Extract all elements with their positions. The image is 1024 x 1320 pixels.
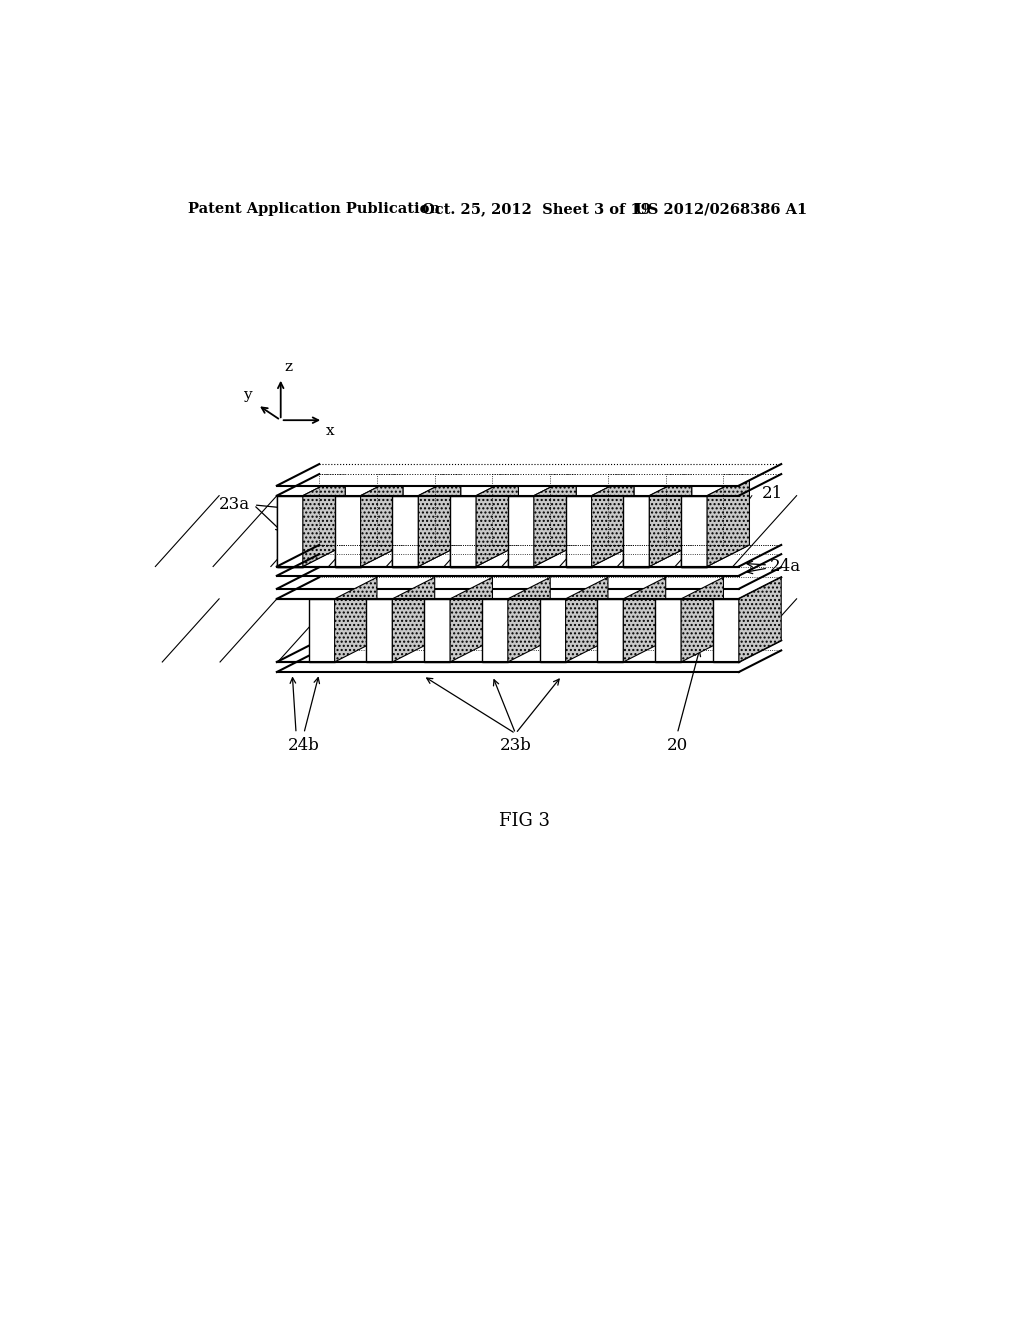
Text: 24b: 24b xyxy=(288,738,319,755)
Polygon shape xyxy=(534,474,577,566)
Polygon shape xyxy=(681,496,708,566)
Polygon shape xyxy=(592,474,634,566)
Polygon shape xyxy=(335,496,360,566)
Polygon shape xyxy=(540,599,565,663)
Text: 22: 22 xyxy=(762,587,783,605)
Polygon shape xyxy=(367,599,392,663)
Polygon shape xyxy=(303,474,345,566)
Polygon shape xyxy=(335,577,377,663)
Polygon shape xyxy=(565,577,608,663)
Polygon shape xyxy=(565,496,592,566)
Text: x: x xyxy=(326,424,334,438)
Polygon shape xyxy=(681,577,724,663)
Polygon shape xyxy=(419,474,461,566)
Text: 20: 20 xyxy=(667,738,688,755)
Text: Oct. 25, 2012  Sheet 3 of 19: Oct. 25, 2012 Sheet 3 of 19 xyxy=(422,202,650,216)
Polygon shape xyxy=(303,474,345,566)
Text: 23a: 23a xyxy=(219,496,250,513)
Text: Patent Application Publication: Patent Application Publication xyxy=(188,202,440,216)
Text: 21: 21 xyxy=(762,484,783,502)
Polygon shape xyxy=(392,496,419,566)
Polygon shape xyxy=(392,496,419,566)
Polygon shape xyxy=(360,474,403,566)
Polygon shape xyxy=(276,496,303,566)
Polygon shape xyxy=(649,474,691,566)
Polygon shape xyxy=(624,577,666,663)
Text: 23b: 23b xyxy=(500,738,531,755)
Polygon shape xyxy=(276,496,303,566)
Text: US 2012/0268386 A1: US 2012/0268386 A1 xyxy=(635,202,807,216)
Text: y: y xyxy=(243,388,252,401)
Polygon shape xyxy=(276,465,781,486)
Polygon shape xyxy=(708,474,750,566)
Polygon shape xyxy=(451,577,493,663)
Polygon shape xyxy=(681,496,708,566)
Polygon shape xyxy=(565,496,592,566)
Polygon shape xyxy=(451,496,476,566)
Polygon shape xyxy=(508,496,534,566)
Polygon shape xyxy=(419,474,461,566)
Text: z: z xyxy=(285,360,293,374)
Polygon shape xyxy=(308,599,335,663)
Polygon shape xyxy=(649,474,691,566)
Polygon shape xyxy=(476,474,518,566)
Polygon shape xyxy=(708,474,750,566)
Polygon shape xyxy=(655,599,681,663)
Polygon shape xyxy=(451,496,476,566)
Text: 24a: 24a xyxy=(770,558,801,576)
Polygon shape xyxy=(424,599,451,663)
Polygon shape xyxy=(360,474,403,566)
Polygon shape xyxy=(713,599,739,663)
Polygon shape xyxy=(534,474,577,566)
Text: FIG 3: FIG 3 xyxy=(500,812,550,829)
Polygon shape xyxy=(335,496,360,566)
Polygon shape xyxy=(592,474,634,566)
Polygon shape xyxy=(624,496,649,566)
Polygon shape xyxy=(739,577,781,663)
Polygon shape xyxy=(597,599,624,663)
Polygon shape xyxy=(508,577,550,663)
Polygon shape xyxy=(476,474,518,566)
Polygon shape xyxy=(508,496,534,566)
Polygon shape xyxy=(624,496,649,566)
Polygon shape xyxy=(392,577,435,663)
Polygon shape xyxy=(482,599,508,663)
